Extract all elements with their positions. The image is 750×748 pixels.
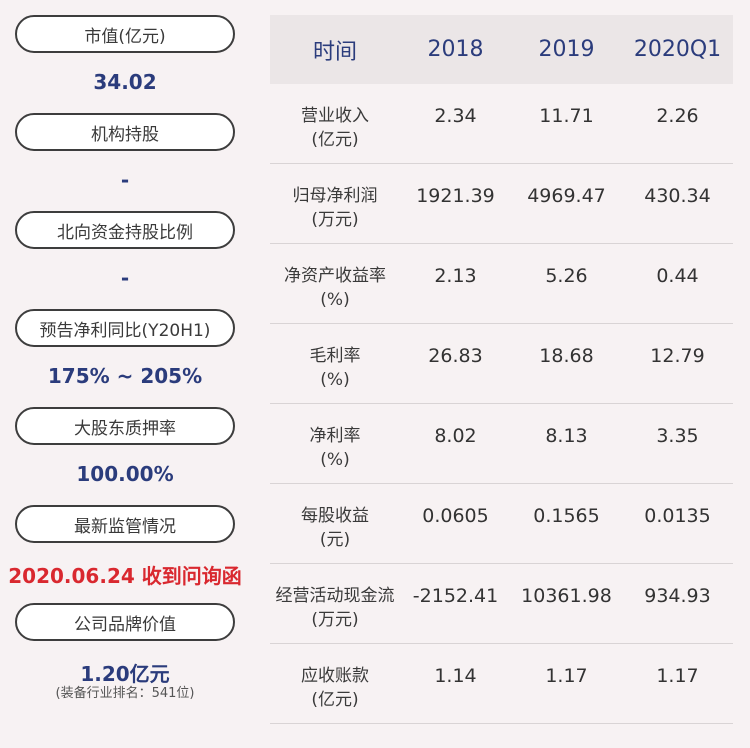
table-row: 经营活动现金流 (万元) -2152.41 10361.98 934.93	[270, 564, 733, 644]
value-cell: 2.26	[656, 105, 699, 127]
value-cell: 3.35	[656, 425, 699, 447]
metric-cell: 净利率 (%)	[270, 424, 400, 472]
metric-unit: (%)	[320, 370, 350, 390]
table-row: 毛利率 (%) 26.83 18.68 12.79	[270, 324, 733, 404]
value-cell: 18.68	[539, 345, 594, 367]
table-row: 应收账款 (亿元) 1.14 1.17 1.17	[270, 644, 733, 724]
metric-unit: (亿元)	[311, 690, 359, 710]
table-header: 时间 2018 2019 2020Q1	[270, 15, 733, 84]
metric-unit: (万元)	[311, 210, 359, 230]
table-row: 净资产收益率 (%) 2.13 5.26 0.44	[270, 244, 733, 324]
metric-name: 归母净利润	[292, 186, 378, 206]
table-row: 营业收入 (亿元) 2.34 11.71 2.26	[270, 84, 733, 164]
value-cell: 1.17	[545, 665, 588, 687]
value-cell: 10361.98	[521, 585, 612, 607]
metric-unit: (%)	[320, 450, 350, 470]
header-cell: 时间	[312, 39, 357, 65]
metric-name: 应收账款	[301, 666, 369, 686]
metric-name: 净资产收益率	[284, 266, 386, 286]
header-cell: 2019	[538, 37, 595, 62]
value-cell: 26.83	[428, 345, 483, 367]
metric-unit: (万元)	[311, 610, 359, 630]
value-cell: 934.93	[644, 585, 711, 607]
metric-name: 经营活动现金流	[275, 586, 395, 606]
financial-table: 时间 2018 2019 2020Q1 营业收入 (亿元) 2.34 11.71 …	[270, 15, 733, 724]
value-cell: 2.34	[434, 105, 477, 127]
metric-cell: 归母净利润 (万元)	[270, 184, 400, 232]
metric-name: 毛利率	[309, 346, 361, 366]
value-cell: 2.13	[434, 265, 477, 287]
value-cell: 1921.39	[416, 185, 495, 207]
metric-cell: 经营活动现金流 (万元)	[270, 584, 400, 632]
northbound-holding-value: -	[120, 266, 130, 290]
value-cell: 1.14	[434, 665, 477, 687]
value-cell: 8.13	[545, 425, 588, 447]
metric-cell: 营业收入 (亿元)	[270, 104, 400, 152]
value-cell: 0.44	[656, 265, 699, 287]
northbound-holding-label: 北向资金持股比例	[15, 211, 235, 249]
metric-name: 营业收入	[301, 106, 369, 126]
metric-cell: 每股收益 (元)	[270, 504, 400, 552]
table-row: 每股收益 (元) 0.0605 0.1565 0.0135	[270, 484, 733, 564]
metric-cell: 应收账款 (亿元)	[270, 664, 400, 712]
pledge-ratio-value: 100.00%	[76, 462, 174, 486]
institutional-holding-value: -	[120, 168, 130, 192]
metric-unit: (%)	[320, 290, 350, 310]
market-cap-value: 34.02	[93, 70, 157, 94]
pledge-ratio-label: 大股东质押率	[15, 407, 235, 445]
value-cell: 0.1565	[533, 505, 600, 527]
value-cell: 430.34	[644, 185, 711, 207]
metric-unit: (元)	[319, 530, 351, 550]
value-cell: -2152.41	[412, 585, 499, 607]
metric-cell: 毛利率 (%)	[270, 344, 400, 392]
value-cell: 1.17	[656, 665, 699, 687]
table-row: 归母净利润 (万元) 1921.39 4969.47 430.34	[270, 164, 733, 244]
value-cell: 11.71	[539, 105, 594, 127]
regulation-value: 2020.06.24 收到问询函	[8, 564, 242, 588]
profit-forecast-value: 175% ~ 205%	[47, 364, 203, 388]
value-cell: 0.0605	[422, 505, 489, 527]
value-cell: 4969.47	[527, 185, 606, 207]
profit-forecast-label: 预告净利同比(Y20H1)	[15, 309, 235, 347]
value-cell: 5.26	[545, 265, 588, 287]
table-row: 净利率 (%) 8.02 8.13 3.35	[270, 404, 733, 484]
regulation-label: 最新监管情况	[15, 505, 235, 543]
metric-unit: (亿元)	[311, 130, 359, 150]
institutional-holding-label: 机构持股	[15, 113, 235, 151]
value-cell: 12.79	[650, 345, 705, 367]
metric-name: 净利率	[309, 426, 361, 446]
metric-name: 每股收益	[301, 506, 369, 526]
header-cell: 2018	[427, 37, 484, 62]
brand-value-value: 1.20亿元	[80, 662, 170, 686]
brand-value-label: 公司品牌价值	[15, 603, 235, 641]
value-cell: 8.02	[434, 425, 477, 447]
left-panel: 市值(亿元) 34.02 机构持股 - 北向资金持股比例 - 预告净利同比(Y2…	[0, 0, 250, 748]
header-cell: 2020Q1	[633, 37, 722, 62]
metric-cell: 净资产收益率 (%)	[270, 264, 400, 312]
value-cell: 0.0135	[644, 505, 711, 527]
market-cap-label: 市值(亿元)	[15, 15, 235, 53]
brand-value-rank: (装备行业排名：541位)	[55, 686, 195, 701]
